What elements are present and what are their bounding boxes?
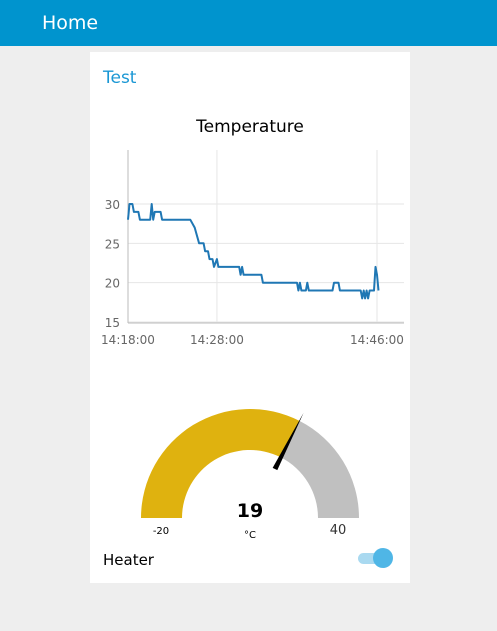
y-tick-label: 25	[105, 237, 120, 251]
temperature-series-line	[127, 203, 380, 300]
gauge-unit: °C	[244, 530, 256, 541]
x-tick-label: 14:18:00	[101, 333, 155, 347]
heater-label: Heater	[103, 551, 154, 569]
gauge-needle	[272, 412, 304, 471]
gauge-max-label: 40	[330, 523, 347, 538]
group-card: Test Temperature 30 25 20 15 14:18:00 14:28:0…	[90, 52, 410, 583]
page-title: Home	[42, 12, 99, 34]
y-tick-label: 20	[105, 277, 120, 291]
gauge-track-arc	[280, 420, 359, 518]
top-bar: Home	[0, 0, 497, 46]
x-tick-label: 14:28:00	[190, 333, 244, 347]
toggle-thumb[interactable]	[373, 548, 393, 568]
y-tick-label: 15	[105, 316, 120, 330]
heater-toggle[interactable]	[356, 546, 396, 570]
gauge-value: 19	[237, 500, 263, 522]
gauge-min-label: -20	[153, 526, 169, 537]
temperature-chart: 30 25 20 15 14:18:00 14:28:00 14:46:00	[101, 150, 404, 347]
gauge-value-arc	[141, 409, 300, 518]
temperature-gauge: 19 °C -20 40	[141, 409, 359, 541]
chart-title: Temperature	[196, 117, 304, 137]
y-tick-label: 30	[105, 198, 120, 212]
group-title: Test	[103, 68, 137, 88]
x-tick-label: 14:46:00	[350, 333, 404, 347]
